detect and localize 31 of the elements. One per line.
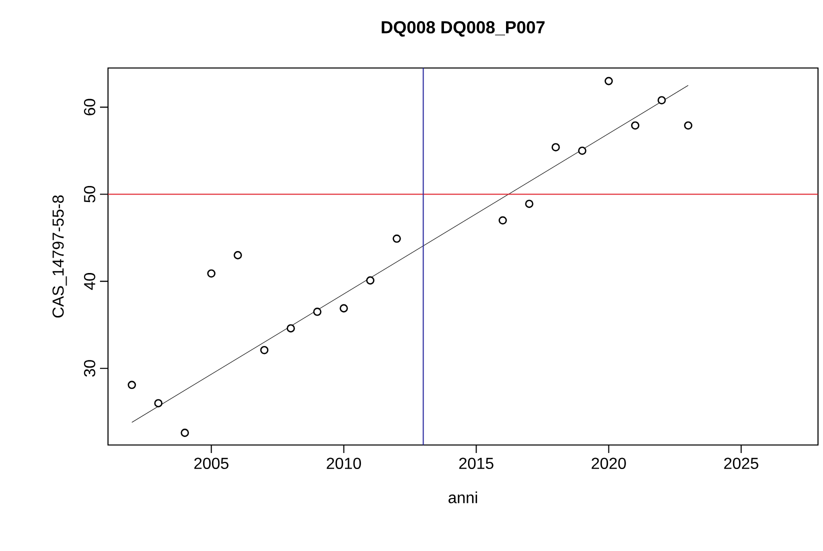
point	[313, 308, 322, 316]
point	[128, 380, 136, 390]
x-axis-title: anni	[448, 492, 478, 504]
chart-title: DQ008 DQ008_P007	[382, 21, 545, 37]
point	[604, 76, 613, 86]
point	[234, 251, 242, 260]
x-tick-label: 2010	[326, 458, 361, 470]
x-tick-label: 2005	[194, 458, 228, 470]
y-tick-label: 60	[84, 98, 96, 116]
y-tick-label: 50	[84, 186, 96, 202]
point	[552, 143, 560, 152]
point	[525, 200, 534, 208]
x-tick-label: 2025	[724, 458, 758, 470]
point	[340, 304, 348, 312]
x-tick-label: 2020	[592, 458, 626, 470]
x-tick-label: 2015	[459, 458, 494, 470]
point	[498, 216, 507, 225]
point	[631, 121, 640, 130]
y-tick-label: 30	[84, 360, 96, 377]
point	[392, 234, 401, 243]
point	[684, 121, 692, 130]
point	[260, 346, 268, 354]
point	[180, 428, 189, 437]
point	[286, 324, 295, 332]
point	[366, 276, 374, 285]
point	[658, 96, 666, 104]
y-tick-label: 40	[84, 273, 96, 290]
point	[154, 399, 162, 408]
point	[207, 269, 216, 278]
point	[578, 146, 586, 155]
y-axis-title: CAS_14797-55-8	[52, 195, 67, 318]
